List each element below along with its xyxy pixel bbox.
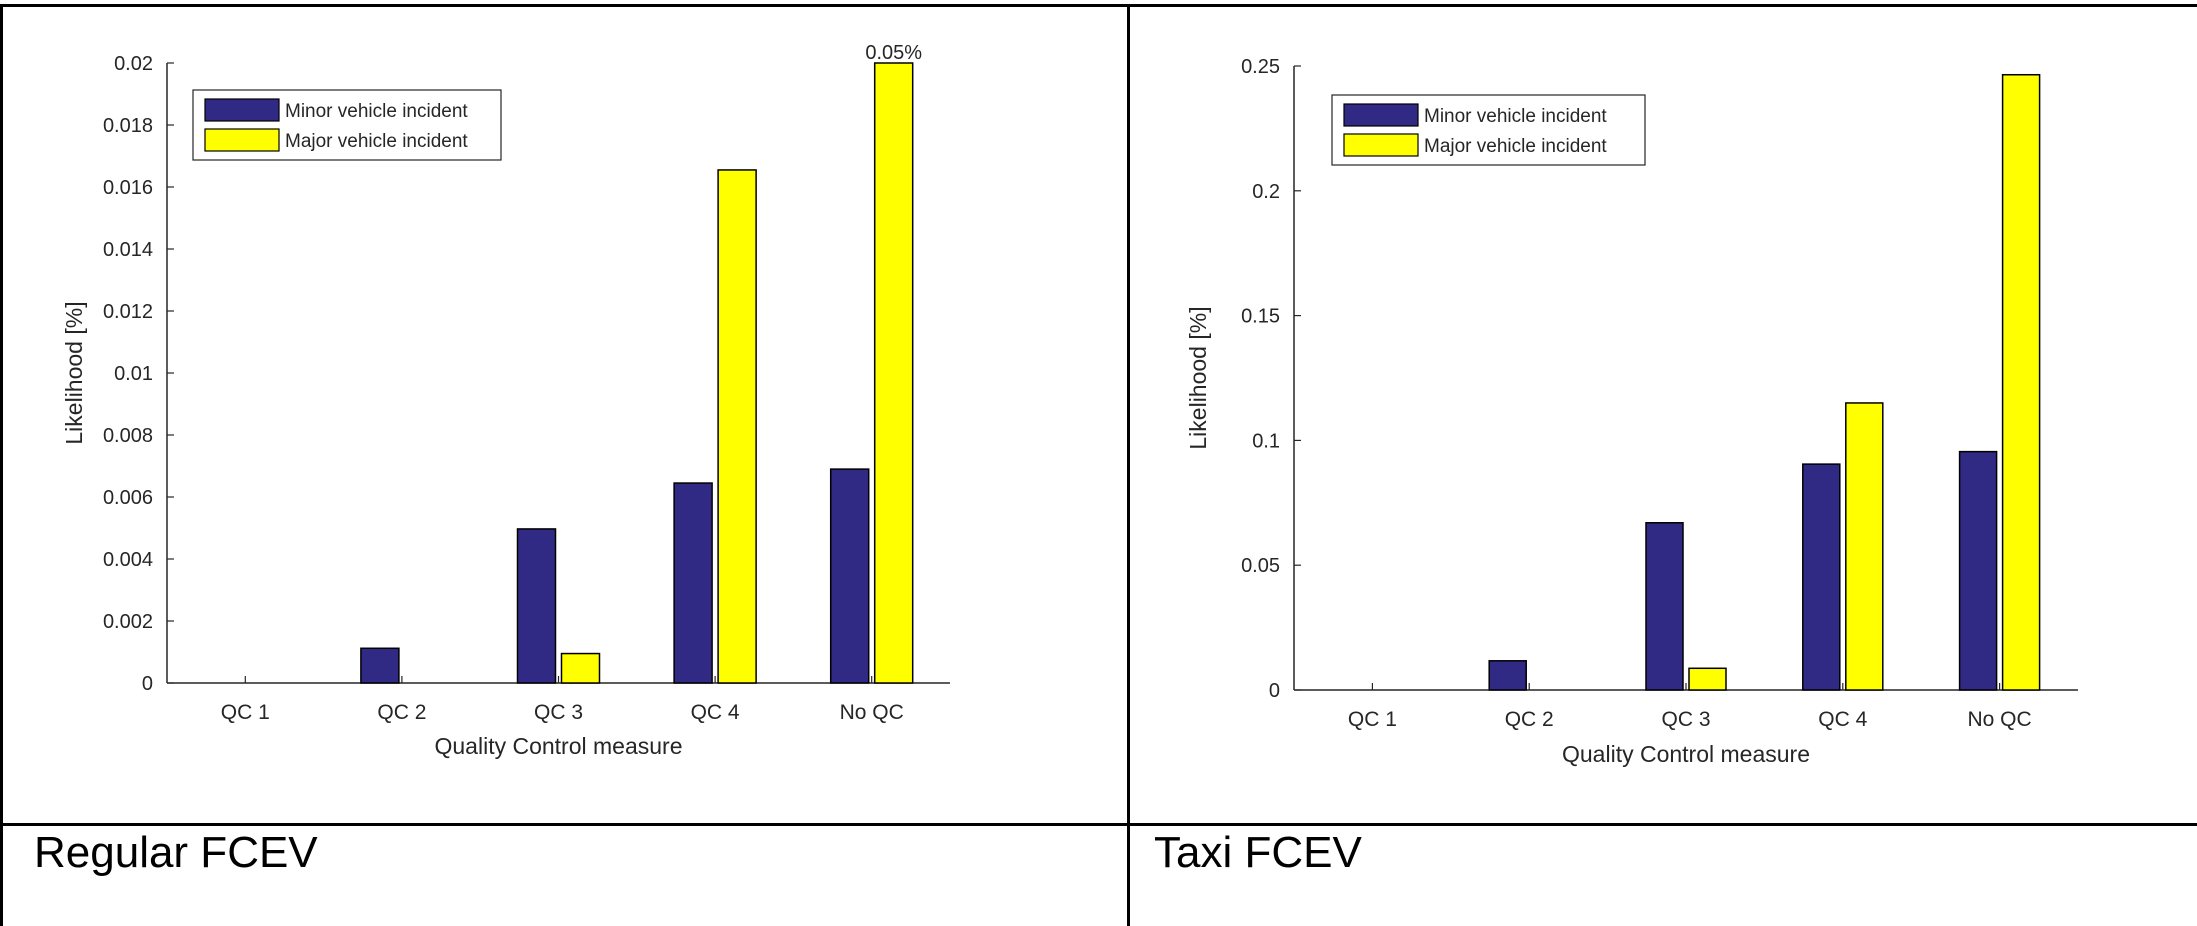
y-tick-label: 0.002: [103, 611, 153, 633]
bar-minor-vehicle-incident-qc-3: [1645, 522, 1684, 691]
bar-major-vehicle-incident-qc-4: [717, 169, 757, 684]
x-tick-label-qc-4: QC 4: [691, 701, 740, 724]
bar-major-vehicle-incident-qc-3: [1688, 667, 1727, 691]
bar-minor-vehicle-incident-no-qc: [1958, 450, 1998, 691]
legend-label-major-vehicle-incident: Major vehicle incident: [1424, 136, 1607, 157]
x-axis-label: Quality Control measure: [1562, 741, 1810, 767]
legend-label-major-vehicle-incident: Major vehicle incident: [285, 131, 468, 152]
x-axis-label: Quality Control measure: [435, 733, 683, 759]
legend-label-minor-vehicle-incident: Minor vehicle incident: [285, 101, 468, 122]
bar-minor-vehicle-incident-qc-2: [360, 647, 400, 684]
bar-minor-vehicle-incident-qc-4: [673, 482, 713, 684]
bar-major-vehicle-incident-no-qc: [2001, 73, 2041, 691]
y-tick-label: 0.018: [103, 115, 153, 137]
x-tick-label-no-qc: No QC: [840, 701, 904, 724]
y-tick-label: 0.15: [1241, 306, 1280, 328]
y-tick-label: 0.1: [1252, 430, 1280, 452]
bar-minor-vehicle-incident-no-qc: [829, 468, 870, 684]
x-tick-label-no-qc: No QC: [1968, 708, 2032, 731]
y-tick-label: 0.25: [1241, 56, 1280, 78]
y-tick-label: 0.008: [103, 425, 153, 447]
table-border-left: [0, 4, 3, 926]
legend-swatch-major-vehicle-incident: [204, 128, 280, 152]
x-tick-label-qc-3: QC 3: [534, 701, 583, 724]
x-tick-label-qc-2: QC 2: [377, 701, 426, 724]
caption-regular-fcev: Regular FCEV: [34, 828, 318, 877]
bar-annotation-label: 0.05%: [865, 42, 922, 64]
bar-minor-vehicle-incident-qc-3: [516, 528, 557, 684]
y-tick-label: 0: [1269, 680, 1280, 702]
y-tick-label: 0.014: [103, 239, 153, 261]
x-tick-label-qc-4: QC 4: [1818, 708, 1867, 731]
table-border-top: [0, 4, 2197, 7]
y-tick-label: 0.016: [103, 177, 153, 199]
bar-major-vehicle-incident-qc-3: [560, 652, 601, 684]
x-tick-label-qc-1: QC 1: [1348, 708, 1397, 731]
y-tick-label: 0.05: [1241, 555, 1280, 577]
table-divider-vertical: [1127, 4, 1130, 926]
bar-major-vehicle-incident-qc-4: [1845, 402, 1884, 691]
y-tick-label: 0: [142, 673, 153, 695]
x-tick-label-qc-3: QC 3: [1661, 708, 1710, 731]
chart-regular-fcev: 0 0.002 0.004 0.006 0.008 0.01 0.012 0.014 0.016…: [61, 42, 950, 759]
x-tick-label-qc-2: QC 2: [1505, 708, 1554, 731]
y-tick-label: 0.012: [103, 301, 153, 323]
caption-taxi-fcev: Taxi FCEV: [1154, 828, 1362, 877]
y-axis-label: Likelihood [%]: [61, 301, 87, 444]
y-tick-label: 0.004: [103, 549, 153, 571]
y-tick-label: 0.2: [1252, 181, 1280, 203]
legend: Minor vehicle incident Major vehicle inci…: [1331, 94, 1646, 166]
y-tick-label: 0.01: [114, 363, 153, 385]
y-tick-label: 0.006: [103, 487, 153, 509]
legend: Minor vehicle incident Major vehicle inci…: [192, 89, 502, 161]
table-divider-horizontal: [0, 823, 2197, 826]
bar-minor-vehicle-incident-qc-4: [1802, 463, 1841, 691]
legend-swatch-minor-vehicle-incident: [204, 98, 280, 122]
y-axis-label: Likelihood [%]: [1185, 306, 1211, 449]
legend-swatch-minor-vehicle-incident: [1343, 103, 1419, 127]
legend-swatch-major-vehicle-incident: [1343, 133, 1419, 157]
chart-taxi-fcev: 0 0.05 0.1 0.15 0.2 0.25 QC 1 QC 2 QC 3 QC 4 No QC…: [1185, 56, 2078, 767]
x-tick-label-qc-1: QC 1: [221, 701, 270, 724]
bar-minor-vehicle-incident-qc-2: [1488, 660, 1527, 691]
bar-major-vehicle-incident-no-qc: [873, 62, 914, 684]
y-tick-label: 0.02: [114, 53, 153, 75]
legend-label-minor-vehicle-incident: Minor vehicle incident: [1424, 106, 1607, 127]
